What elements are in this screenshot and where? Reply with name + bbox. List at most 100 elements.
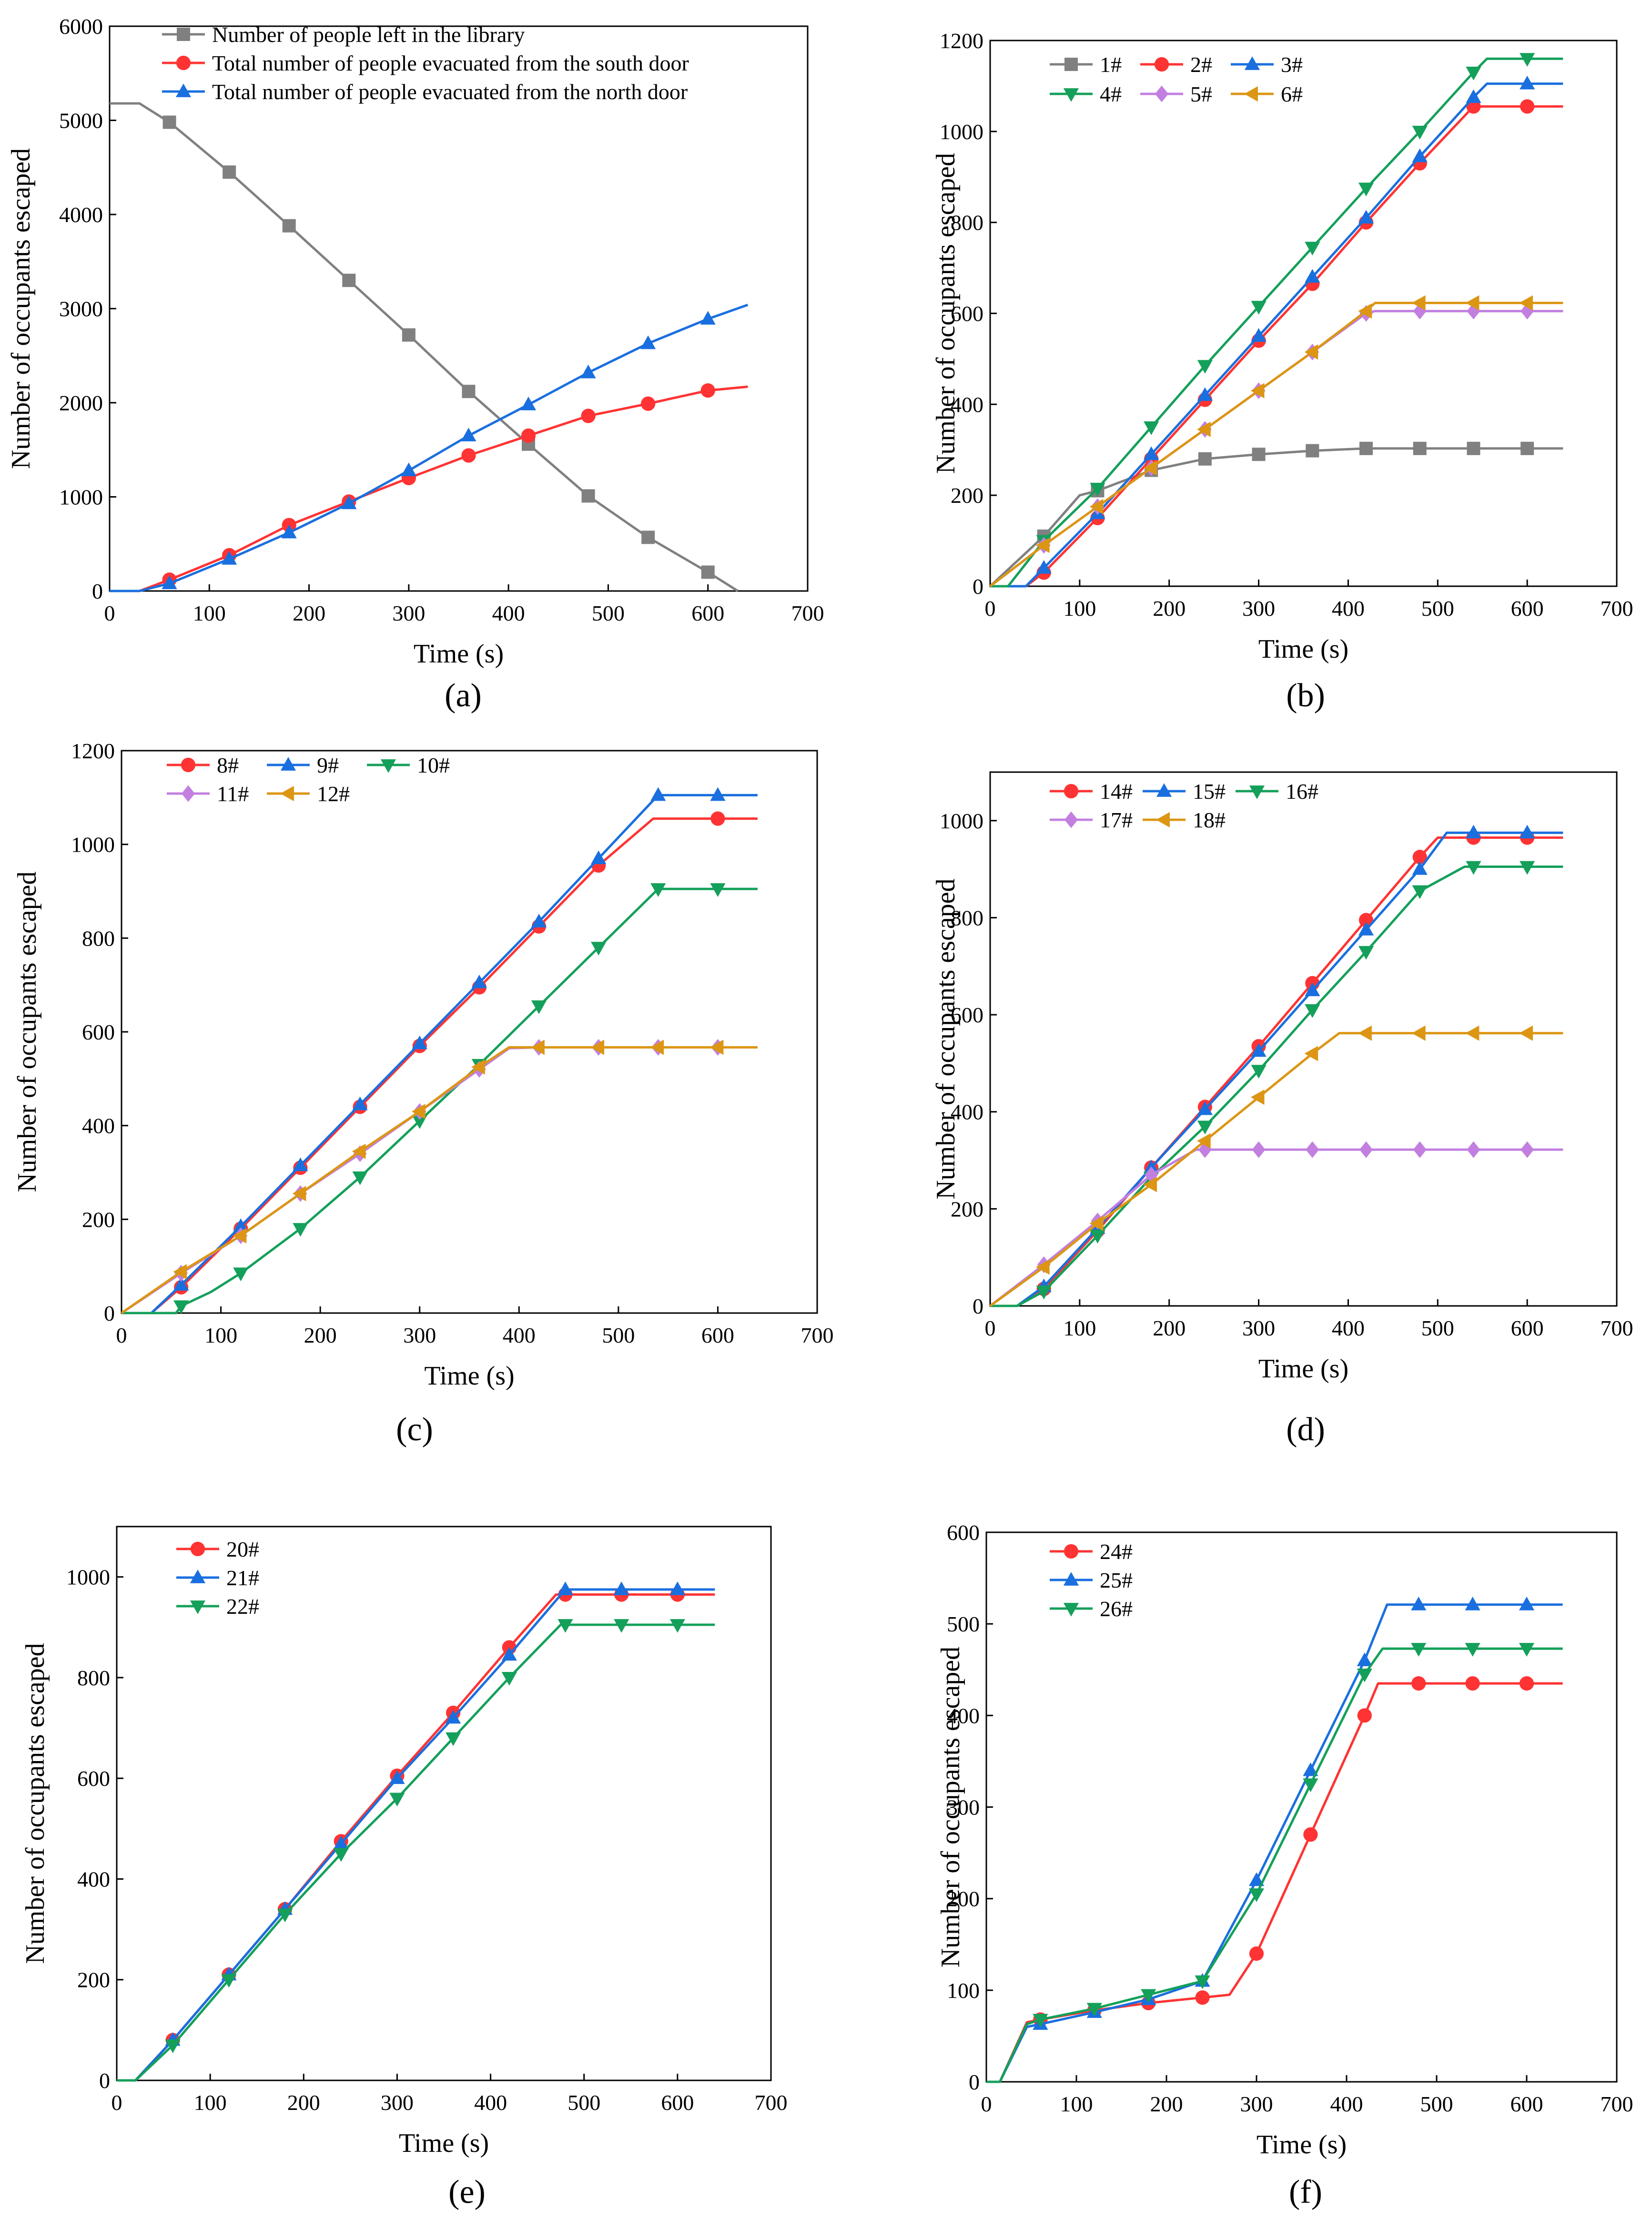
series-line: [986, 1603, 1563, 2083]
x-tick-label: 600: [1511, 596, 1544, 621]
data-point: [581, 489, 595, 503]
data-point: [461, 428, 476, 442]
x-tick-label: 600: [691, 601, 724, 625]
panel-label: (b): [1286, 677, 1325, 714]
x-tick-label: 400: [474, 2090, 507, 2115]
x-tick-label: 200: [287, 2090, 320, 2115]
data-point: [1197, 387, 1213, 401]
y-tick-label: 600: [951, 1003, 983, 1027]
data-point: [1252, 448, 1266, 461]
x-tick-label: 0: [985, 596, 996, 621]
y-tick-label: 4000: [59, 203, 103, 227]
data-point: [591, 850, 607, 865]
series-line: [990, 57, 1563, 588]
data-point: [1412, 861, 1428, 875]
data-point: [641, 530, 655, 544]
legend-label: Total number of people evacuated from th…: [212, 80, 688, 104]
y-tick-label: 600: [82, 1020, 115, 1044]
x-tick-label: 400: [503, 1323, 536, 1347]
legend-label: 20#: [226, 1537, 259, 1561]
legend-label: 3#: [1281, 52, 1303, 77]
data-point: [1036, 1285, 1052, 1300]
data-point: [293, 1157, 308, 1172]
x-tick-label: 0: [116, 1323, 127, 1347]
data-point: [1035, 538, 1050, 553]
data-point: [650, 1039, 664, 1055]
y-tick-label: 200: [951, 483, 983, 508]
x-tick-label: 400: [1332, 596, 1365, 621]
data-point: [412, 1115, 427, 1129]
data-point: [402, 328, 416, 342]
data-point: [292, 1186, 306, 1202]
legend-marker: [1249, 785, 1265, 799]
y-tick-label: 400: [82, 1114, 115, 1138]
legend-label: 14#: [1100, 779, 1133, 804]
legend-marker: [182, 785, 195, 802]
data-point: [521, 428, 536, 443]
y-tick-label: 1200: [71, 739, 115, 763]
data-point: [700, 383, 715, 398]
legend-label: 12#: [317, 782, 350, 806]
data-point: [1248, 1872, 1265, 1886]
data-point: [471, 1059, 485, 1075]
data-point: [1086, 2003, 1102, 2017]
y-axis-label: Number of occupants escaped: [931, 878, 961, 1199]
data-point: [1090, 482, 1105, 497]
y-tick-label: 1000: [71, 833, 115, 857]
x-tick-label: 100: [1063, 1316, 1096, 1340]
y-tick-label: 200: [82, 1207, 115, 1232]
data-point: [1303, 1762, 1318, 1776]
series-line: [990, 836, 1563, 1307]
y-tick-label: 800: [951, 211, 983, 235]
x-tick-label: 600: [1510, 2092, 1543, 2116]
data-point: [641, 396, 656, 411]
data-point: [580, 365, 596, 378]
series-line: [121, 1046, 758, 1314]
data-point: [352, 1096, 368, 1110]
data-point: [1358, 303, 1372, 319]
legend-marker: [176, 55, 191, 71]
x-tick-label: 0: [111, 2090, 122, 2115]
data-point: [223, 165, 236, 179]
y-tick-label: 0: [99, 2068, 110, 2093]
data-point: [389, 1770, 405, 1784]
x-tick-label: 200: [1150, 2092, 1183, 2116]
data-point: [446, 1732, 461, 1746]
data-point: [341, 495, 357, 509]
data-point: [1306, 1141, 1319, 1158]
data-point: [710, 883, 726, 897]
chart-panel-f: 0 100 200 300 400 500 600 700 0 100 200 300 400 500 60…: [826, 1477, 1652, 2231]
data-point: [1358, 913, 1374, 927]
series-line: [990, 105, 1563, 588]
data-point: [1143, 1177, 1157, 1192]
data-point: [1305, 1004, 1320, 1018]
y-tick-label: 500: [947, 1612, 980, 1636]
data-point: [1519, 1676, 1534, 1691]
legend-label: 21#: [226, 1566, 259, 1590]
data-point: [591, 942, 607, 956]
data-point: [162, 115, 176, 129]
data-point: [1357, 1652, 1372, 1666]
data-point: [1144, 1160, 1159, 1173]
y-tick-label: 0: [973, 574, 983, 599]
y-tick-label: 800: [77, 1666, 110, 1690]
data-point: [1249, 1946, 1264, 1961]
x-tick-label: 500: [568, 2090, 600, 2115]
data-point: [1251, 1043, 1267, 1057]
data-point: [1198, 452, 1212, 466]
data-point: [1413, 441, 1427, 455]
data-point: [1036, 560, 1052, 574]
data-point: [1411, 1025, 1426, 1041]
legend-marker: [1244, 56, 1260, 70]
x-axis-label: Time (s): [399, 2129, 489, 2158]
data-point: [1250, 1090, 1265, 1105]
x-tick-label: 300: [1242, 596, 1275, 621]
y-tick-label: 600: [77, 1766, 110, 1791]
legend-marker: [1064, 58, 1078, 71]
data-point: [1359, 1141, 1373, 1158]
x-tick-label: 700: [755, 2090, 788, 2115]
data-point: [1412, 125, 1428, 140]
data-point: [352, 1171, 368, 1185]
x-tick-label: 200: [1153, 596, 1186, 621]
